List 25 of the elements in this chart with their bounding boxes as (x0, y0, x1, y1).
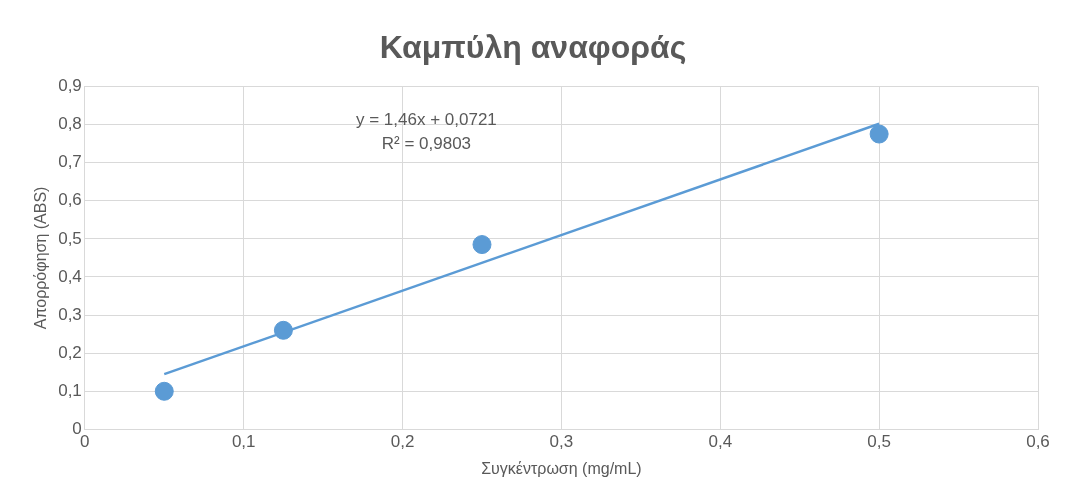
x-tick-label: 0,2 (390, 432, 415, 452)
y-tick-label: 0,2 (58, 342, 82, 362)
y-tick-label: 0,1 (58, 380, 82, 400)
point (869, 124, 889, 144)
x-tick-label: 0,5 (867, 432, 891, 452)
y-tick-label: 0,7 (58, 152, 82, 172)
y-tick-label: 0 (72, 419, 82, 439)
y-tick-label: 0,8 (58, 114, 82, 134)
x-tick-label: 0,4 (708, 432, 733, 452)
y-tick-label: 0,5 (58, 228, 82, 248)
annotation: y = 1,46x + 0,0721 (355, 109, 497, 129)
y-tick-label: 0,4 (58, 266, 82, 286)
point (273, 320, 293, 340)
x-tick-label: 0,3 (549, 432, 574, 452)
chart-title: Καμπύλη αναφοράς (379, 29, 687, 66)
y-tick-label: 0,9 (58, 76, 82, 96)
annotation: R² = 0,9803 (381, 133, 472, 153)
y-axis-title: Απορρόφηση (ABS) (32, 186, 50, 330)
y-tick-label: 0,6 (58, 190, 82, 210)
y-tick-label: 0,3 (58, 304, 82, 324)
x-tick-label: 0,1 (231, 432, 256, 452)
x-axis-title: Συγκέντρωση (mg/mL) (481, 459, 642, 477)
x-tick-label: 0,6 (1026, 432, 1050, 452)
point (472, 235, 492, 255)
point (154, 381, 174, 401)
